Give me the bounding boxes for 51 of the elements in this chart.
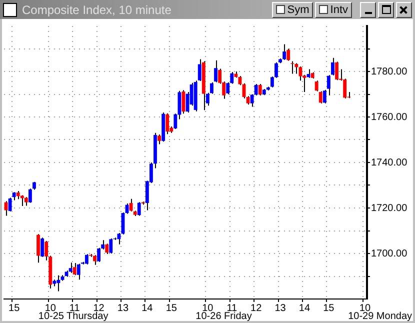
candlestick <box>331 57 334 76</box>
candlestick <box>36 234 40 264</box>
candlestick <box>258 84 262 96</box>
text: Intv <box>330 4 348 16</box>
x-tick-label: 14 <box>142 302 154 314</box>
x-tick-label: 13 <box>274 302 286 314</box>
candlestick <box>286 48 290 62</box>
candlestick <box>250 94 254 108</box>
candlestick <box>105 243 109 254</box>
candlestick <box>294 62 298 74</box>
candlestick <box>109 238 113 254</box>
candlestick <box>137 202 141 216</box>
y-tick-label: 1720.00 <box>371 202 408 214</box>
text: 10-26 Friday <box>196 310 252 322</box>
candlestick <box>72 262 76 276</box>
candlestick <box>56 274 60 292</box>
y-tick-label: 1780.00 <box>371 66 408 78</box>
candlestick <box>8 197 12 212</box>
candlestick <box>210 82 214 94</box>
candlestick <box>322 89 326 104</box>
text: 10-29 Monday <box>348 310 412 322</box>
candlestick <box>282 44 286 60</box>
chart-title: Composite Index, 10 minute <box>22 2 172 16</box>
candlestick <box>314 80 318 92</box>
candlestick <box>76 263 80 280</box>
x-tick-label: 15 <box>166 302 178 314</box>
candlestick <box>198 58 202 82</box>
candlestick <box>129 198 133 212</box>
x-tick-label: 13 <box>117 302 129 314</box>
y-tick-label: 1760.00 <box>371 112 408 123</box>
candlestick <box>28 188 32 204</box>
candlestick <box>326 74 330 96</box>
candlestick <box>214 60 218 83</box>
candlestick <box>166 112 170 135</box>
x-tick-label: 14 <box>298 302 310 314</box>
candlestick <box>298 66 302 82</box>
text: Sym <box>287 4 310 16</box>
y-tick-label: 1700.00 <box>371 248 408 260</box>
x-tick-label: 15 <box>323 302 335 314</box>
y-tick-label: 1740.00 <box>371 157 408 168</box>
candlestick <box>68 262 72 274</box>
candlestick <box>158 134 161 145</box>
candlestick <box>254 84 258 96</box>
x-tick-label: 12 <box>250 302 262 314</box>
text: 10-25 Thursday <box>38 310 108 322</box>
candlestick <box>93 254 96 266</box>
candlestick <box>97 247 100 262</box>
candlestick <box>318 90 322 104</box>
candlestick <box>84 254 88 265</box>
x-tick-label: 15 <box>8 302 20 314</box>
candlestick <box>335 61 338 81</box>
